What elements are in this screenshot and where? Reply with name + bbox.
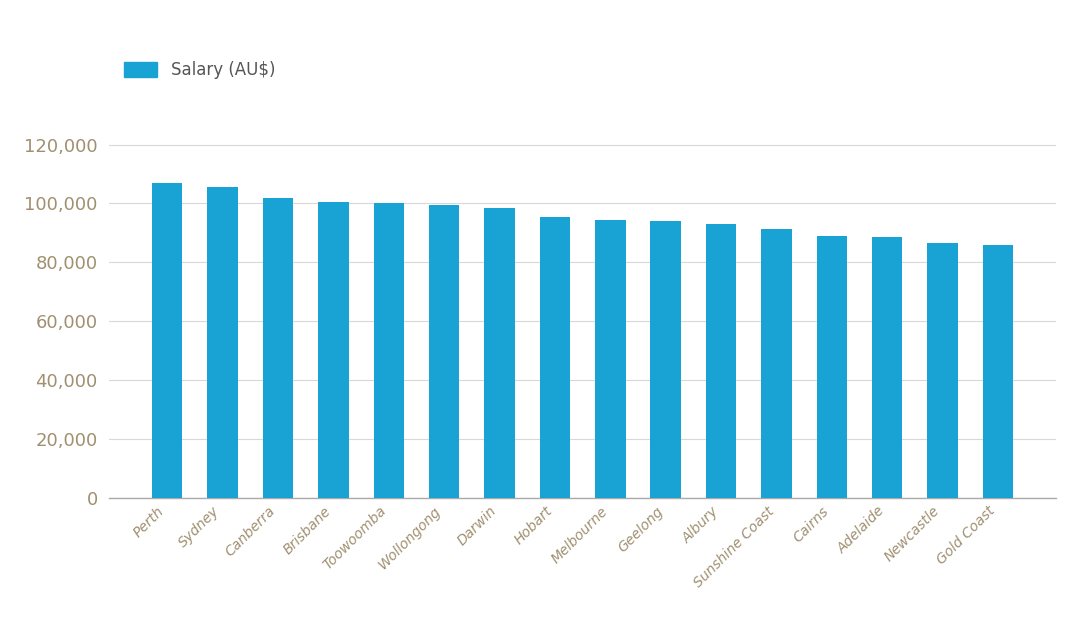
Bar xyxy=(318,202,348,498)
Bar xyxy=(595,220,625,498)
Bar xyxy=(485,208,515,498)
Bar xyxy=(540,217,571,498)
Bar xyxy=(374,203,404,498)
Bar xyxy=(152,183,183,498)
Bar xyxy=(817,236,847,498)
Bar xyxy=(982,245,1013,498)
Bar xyxy=(761,229,792,498)
Bar xyxy=(429,205,460,498)
Bar xyxy=(872,238,903,498)
Bar xyxy=(928,243,958,498)
Legend: Salary (AU$): Salary (AU$) xyxy=(118,54,282,86)
Bar xyxy=(706,224,736,498)
Bar xyxy=(650,221,681,498)
Bar xyxy=(262,197,293,498)
Bar xyxy=(207,187,237,498)
